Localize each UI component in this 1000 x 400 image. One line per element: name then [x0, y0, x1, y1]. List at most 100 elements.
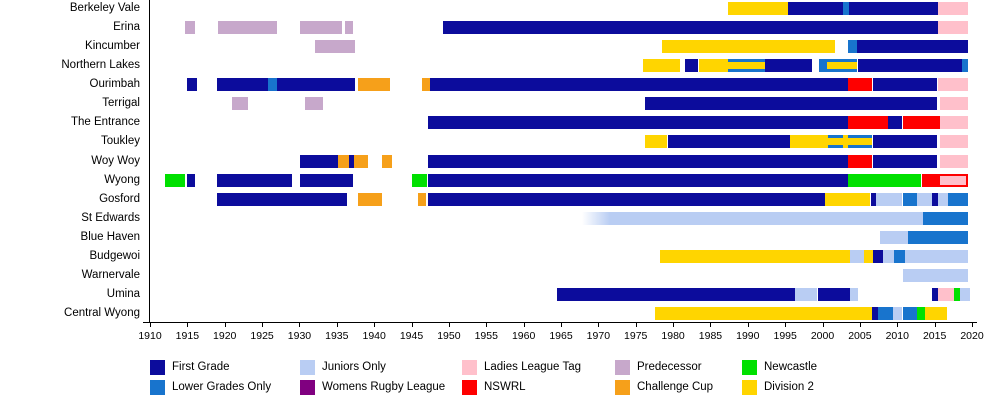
axis-tick-2015 — [934, 322, 936, 327]
segment-newc — [954, 287, 961, 301]
segment-first — [300, 173, 354, 187]
segment-lower — [842, 2, 850, 15]
segment-newc — [847, 173, 922, 187]
segment-first — [873, 154, 937, 168]
legend-swatch-predecessor — [615, 360, 630, 375]
segment-llt — [937, 21, 969, 35]
segment-pred — [185, 21, 195, 35]
row-label-terrigal: Terrigal — [102, 97, 140, 110]
legend-label-womens-rugby-league: Womens Rugby League — [322, 381, 446, 393]
segment-llt — [939, 135, 969, 149]
segment-juniors — [794, 287, 818, 301]
division2-stripe — [728, 62, 765, 70]
axis-tick-1990 — [747, 322, 749, 327]
axis-label-1935: 1935 — [325, 330, 349, 342]
segment-juniors — [850, 287, 858, 301]
row-label-central-wyong: Central Wyong — [64, 307, 140, 319]
segment-lower — [818, 59, 828, 73]
row-label-wyong: Wyong — [104, 173, 140, 186]
axis-tick-2020 — [972, 322, 973, 327]
segment-div2 — [661, 40, 836, 54]
segment-div2 — [842, 135, 848, 149]
segment-first — [667, 135, 791, 149]
axis-label-2005: 2005 — [848, 330, 872, 342]
axis-label-1975: 1975 — [624, 330, 648, 342]
segment-cc — [357, 78, 390, 92]
legend-swatch-nswrl — [462, 380, 477, 395]
legend-label-newcastle: Newcastle — [764, 361, 818, 373]
division2-stripe — [827, 138, 843, 146]
legend-swatch-lower-grades-only — [150, 380, 165, 395]
axis-tick-1985 — [710, 322, 712, 327]
segment-first — [427, 173, 848, 187]
segment-div2 — [660, 249, 851, 263]
segment-first — [873, 135, 937, 149]
row-label-northern-lakes: Northern Lakes — [61, 59, 140, 72]
axis-label-1990: 1990 — [736, 330, 760, 342]
axis-tick-1930 — [299, 322, 301, 327]
segment-lower_div2 — [847, 135, 872, 149]
segment-first — [300, 154, 339, 168]
segment-first — [871, 307, 878, 320]
axis-tick-1935 — [336, 322, 338, 327]
segment-first — [856, 40, 969, 54]
segment-first — [217, 78, 269, 92]
segment-lower — [923, 211, 969, 225]
legend-label-challenge-cup: Challenge Cup — [637, 381, 714, 393]
segment-juniors — [917, 192, 933, 206]
segment-lower — [847, 40, 857, 54]
segment-lower — [907, 230, 969, 244]
row-label-erina: Erina — [113, 21, 140, 34]
row-label-st-edwards: St Edwards — [81, 211, 140, 224]
segment-cc — [382, 154, 393, 168]
legend-swatch-ladies-league-tag — [462, 360, 477, 375]
axis-label-1950: 1950 — [437, 330, 461, 342]
legend-swatch-challenge-cup — [615, 380, 630, 395]
legend-swatch-newcastle — [742, 360, 757, 375]
axis-label-1920: 1920 — [213, 330, 237, 342]
division2-stripe — [847, 138, 872, 146]
axis-tick-1995 — [785, 322, 787, 327]
segment-juniors — [905, 249, 969, 263]
segment-juniors — [937, 192, 949, 206]
segment-lower — [877, 307, 893, 320]
segment-div2 — [728, 2, 789, 15]
segment-llt — [938, 287, 955, 301]
axis-label-1985: 1985 — [698, 330, 723, 342]
segment-first — [187, 173, 195, 187]
segment-first — [872, 249, 884, 263]
axis-tick-1970 — [598, 322, 600, 327]
segment-first — [888, 116, 903, 130]
row-label-blue-haven: Blue Haven — [80, 230, 140, 243]
axis-tick-1965 — [561, 322, 562, 327]
segment-lower_div2 — [728, 59, 765, 73]
segment-lower — [894, 249, 906, 263]
legend-swatch-first-grade — [150, 360, 165, 375]
axis-tick-2000 — [822, 322, 824, 327]
segment-pred — [304, 97, 324, 111]
axis-label-1940: 1940 — [362, 330, 386, 342]
axis-label-1910: 1910 — [138, 330, 162, 342]
axis-label-2020: 2020 — [960, 330, 984, 342]
segment-pred — [315, 40, 355, 54]
segment-nswrl — [847, 116, 889, 130]
axis-label-1980: 1980 — [661, 330, 685, 342]
segment-first — [788, 2, 843, 15]
axis-label-2015: 2015 — [922, 330, 947, 342]
segment-llt — [939, 116, 969, 130]
segment-first — [217, 173, 292, 187]
segment-div2 — [655, 307, 872, 320]
segment-first — [873, 78, 937, 92]
segment-first — [427, 192, 825, 206]
axis-tick-1940 — [374, 322, 376, 327]
legend-swatch-juniors-only — [300, 360, 315, 375]
segment-llt_nswrl — [937, 173, 969, 187]
segment-llt — [939, 154, 969, 168]
segment-first — [765, 59, 813, 73]
segment-nswrl — [902, 116, 940, 130]
segment-first — [442, 21, 938, 35]
segment-first — [187, 78, 198, 92]
division2-stripe — [827, 62, 857, 70]
segment-first — [427, 154, 848, 168]
segment-first — [277, 78, 355, 92]
